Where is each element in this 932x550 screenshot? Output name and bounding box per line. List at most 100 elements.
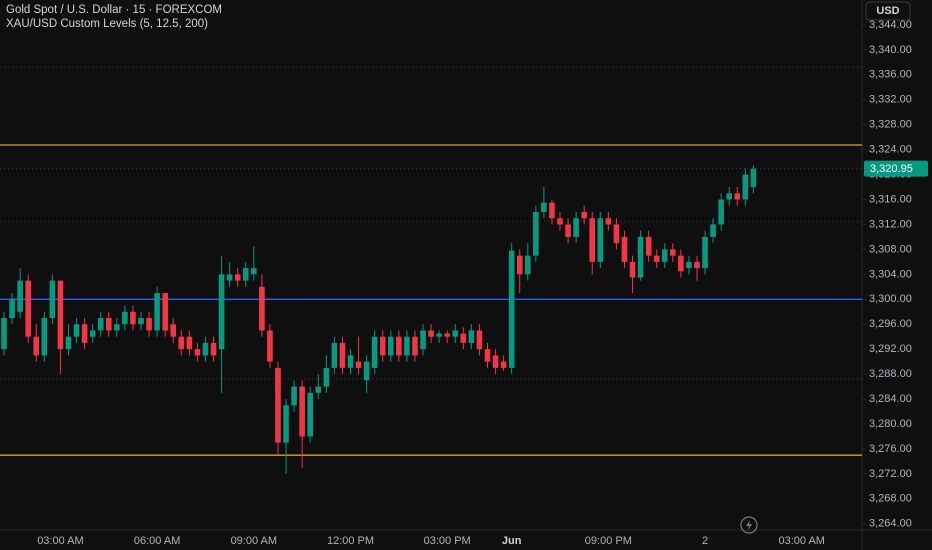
x-tick-label: 03:00 AM (778, 535, 824, 547)
candle-body (347, 355, 354, 368)
candle-body (33, 336, 40, 356)
y-tick-label: 3,264.00 (869, 518, 912, 530)
candle-body (331, 342, 338, 368)
x-tick-label: 09:00 AM (231, 535, 277, 547)
candle-body (379, 336, 386, 356)
candle-body (452, 330, 459, 337)
candle-body (363, 361, 370, 381)
candle-body (557, 218, 563, 225)
candle-body (170, 324, 177, 337)
candle-body (686, 261, 692, 269)
candle-body (9, 299, 15, 318)
candle-body (146, 318, 152, 331)
candle-body (89, 330, 96, 337)
x-tick-label: 09:00 PM (585, 535, 632, 547)
candle-body (49, 280, 56, 318)
y-tick-label: 3,340.00 (869, 44, 912, 56)
candle-body (468, 330, 475, 343)
candle-body (420, 330, 426, 350)
x-tick-label: 03:00 AM (37, 535, 83, 547)
candle-body (114, 324, 120, 331)
candle-body (581, 212, 587, 219)
candle-body (508, 250, 515, 368)
plot-area (0, 66, 862, 474)
candle-body (629, 261, 636, 278)
candle-body (444, 333, 451, 337)
candle-body (573, 218, 579, 237)
y-tick-label: 3,308.00 (869, 243, 912, 255)
candle-body (718, 199, 724, 225)
candle-body (299, 386, 305, 437)
currency-label[interactable]: USD (876, 5, 899, 17)
candle-body (516, 255, 523, 275)
candle-body (396, 336, 402, 356)
y-tick-label: 3,316.00 (869, 193, 912, 205)
y-tick-label: 3,332.00 (869, 94, 912, 106)
candle-body (323, 367, 330, 387)
candle-body (122, 311, 128, 325)
candle-body (283, 405, 289, 443)
candle-body (621, 236, 628, 262)
candle-body (726, 193, 733, 200)
y-tick-label: 3,328.00 (869, 119, 912, 131)
candle-body (597, 218, 604, 262)
candle-body (500, 361, 507, 368)
candle-body (734, 193, 741, 200)
candle-body (694, 261, 700, 269)
candle-body (549, 202, 555, 219)
candle-body (476, 330, 483, 350)
candle-body (412, 336, 418, 356)
candle-body (436, 333, 442, 337)
currency-button[interactable] (865, 1, 911, 21)
y-tick-label: 3,292.00 (869, 343, 912, 355)
replay-icon[interactable] (740, 516, 758, 534)
y-tick-label: 3,288.00 (869, 368, 912, 380)
y-tick-label: 3,312.00 (869, 218, 912, 230)
candle-body (218, 274, 225, 350)
candle-body (653, 255, 660, 262)
candle-body (404, 336, 410, 356)
candle-body (162, 293, 168, 331)
candle-body (645, 236, 652, 256)
y-tick-label: 3,280.00 (869, 418, 912, 430)
candle-body (315, 386, 322, 393)
y-tick-label: 3,284.00 (869, 393, 912, 405)
candle-body (267, 330, 273, 362)
candle-body (178, 336, 185, 350)
candle-body (460, 333, 467, 343)
candle-body (355, 361, 362, 368)
candle-body (291, 386, 297, 406)
candle-body (541, 202, 547, 212)
candle-body (251, 268, 257, 275)
candle-body (186, 336, 193, 350)
candle-body (484, 349, 491, 362)
x-tick-label: 03:00 PM (424, 535, 471, 547)
candle-body (242, 268, 249, 281)
x-tick-label: Jun (502, 535, 522, 547)
candle-body (613, 224, 620, 244)
candle-body (492, 355, 499, 368)
candle-body (259, 286, 265, 331)
icon-bolt[interactable] (746, 520, 752, 530)
candle-body (307, 392, 314, 437)
indicator-label: XAU/USD Custom Levels (5, 12.5, 200) (6, 18, 208, 30)
candle-body (565, 224, 571, 237)
candle-body (1, 318, 7, 350)
y-tick-label: 3,336.00 (869, 69, 912, 81)
candle-body (65, 336, 72, 350)
last-price-label: 3,320.95 (870, 163, 913, 175)
y-tick-label: 3,268.00 (869, 493, 912, 505)
icon-circle[interactable] (740, 516, 758, 534)
candle-body (194, 349, 201, 356)
y-tick-label: 3,300.00 (869, 293, 912, 305)
candle-body (97, 318, 104, 331)
candle-body (57, 280, 64, 350)
candle-body (524, 255, 531, 275)
candle-body (589, 218, 596, 262)
candle-body (661, 249, 668, 262)
candle-body (73, 324, 80, 337)
x-tick-label: 06:00 AM (134, 535, 180, 547)
candle-body (387, 336, 394, 356)
